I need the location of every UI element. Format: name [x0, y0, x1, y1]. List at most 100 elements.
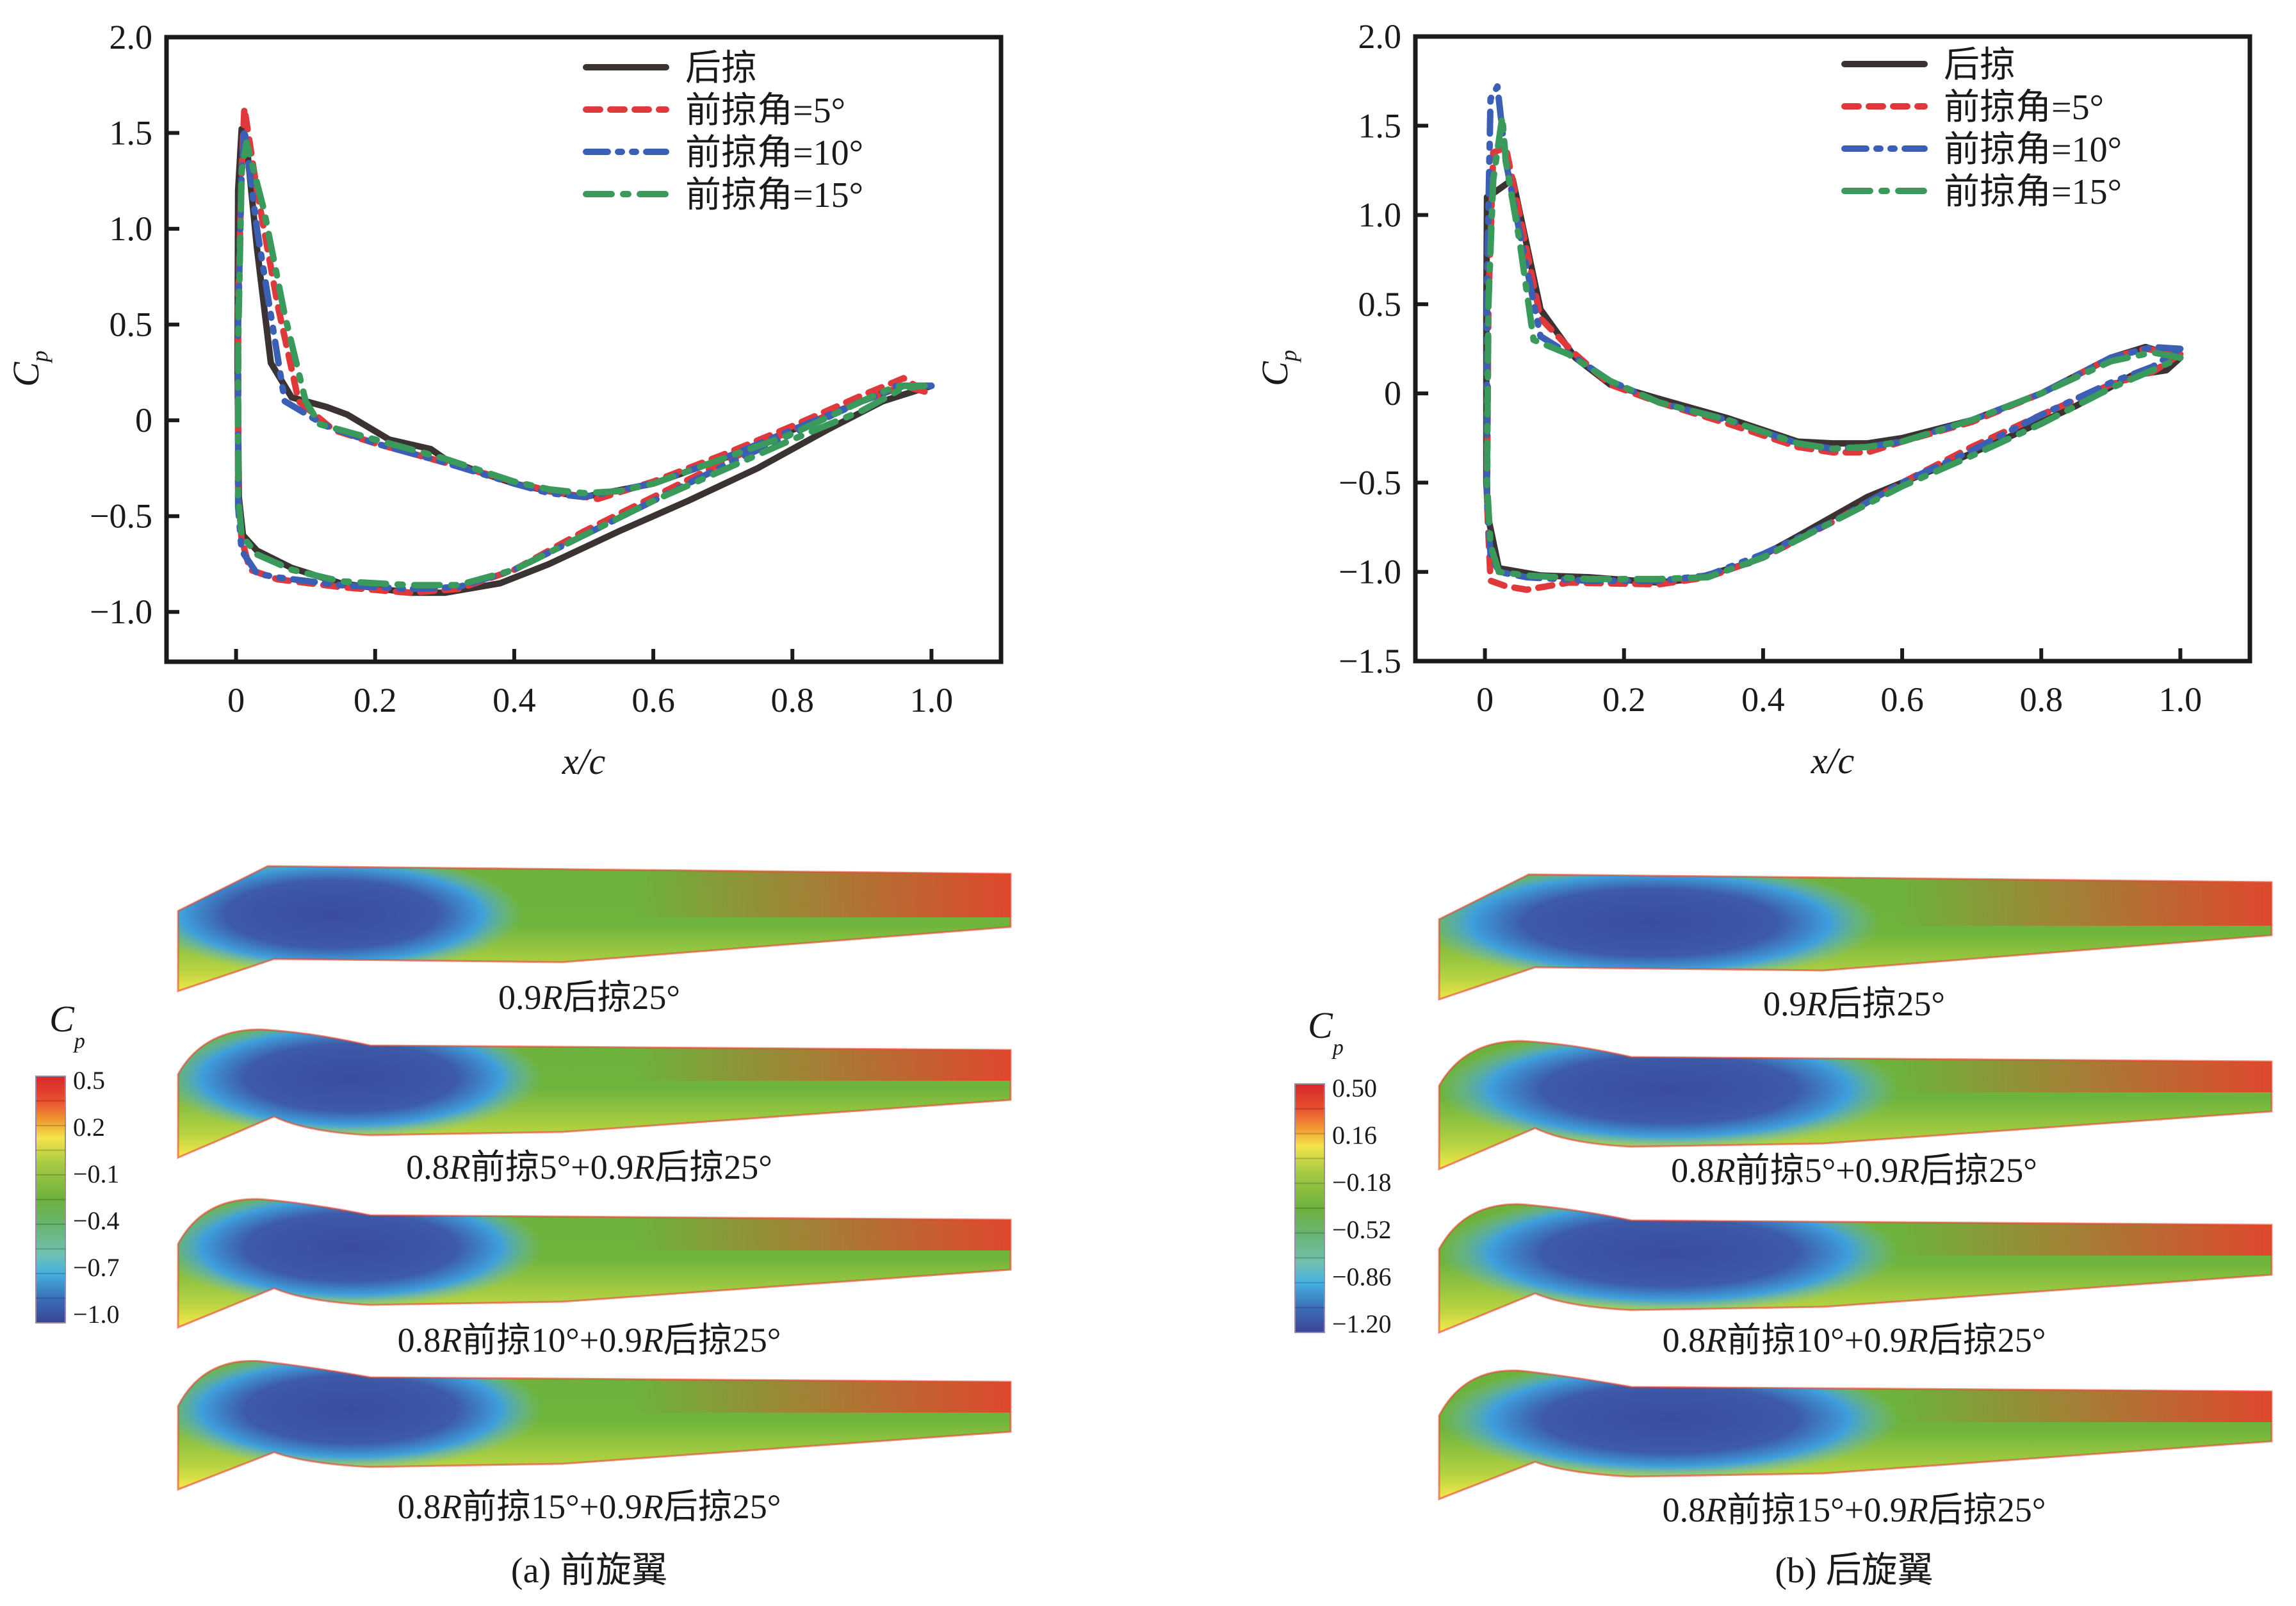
cp-chart-rear-rotor: 0 0.2 0.4 0.6 0.8 1.0 −1.5 −1.0 −0.5 0 0.5 1.0 1.5 2.… — [1254, 17, 2252, 782]
legend-label: 前掠角=10° — [1944, 130, 2122, 170]
x-tick-label: 0.8 — [771, 681, 815, 719]
y-axis-label: Cp — [1254, 350, 1301, 386]
series-layer — [234, 104, 935, 596]
low-pressure-region — [178, 1361, 543, 1470]
x-tick-label: 1.0 — [910, 681, 954, 719]
wing-caption: 0.8R前掠5°+0.9R后掠25° — [1671, 1151, 2037, 1190]
low-pressure-region — [178, 1199, 543, 1308]
y-tick-label: 0.5 — [110, 306, 153, 344]
x-tick-label: 1.0 — [2159, 680, 2202, 719]
legend-label: 后掠 — [1944, 45, 2015, 85]
wing-caption: 0.9R后掠25° — [1763, 985, 1945, 1023]
y-axis-label-sub: p — [1276, 350, 1301, 363]
y-tick-label: 1.0 — [1358, 196, 1402, 234]
wing-outline — [1438, 1203, 2273, 1334]
wing-caption: 0.8R前掠5°+0.9R后掠25° — [406, 1148, 772, 1186]
series-layer — [1483, 83, 2184, 593]
wing-caption: 0.8R前掠10°+0.9R后掠25° — [398, 1321, 781, 1359]
colorbar-title: Cp — [49, 998, 85, 1053]
wing-contour — [177, 865, 1012, 993]
y-tick-label: 2.0 — [110, 18, 153, 56]
legend-label: 后掠 — [685, 49, 757, 88]
y-axis-label-main: C — [1254, 361, 1296, 386]
legend-label: 前掠角=10° — [685, 133, 863, 173]
x-axis-label: x/c — [562, 741, 606, 782]
colorbar-title-sub: p — [73, 1029, 85, 1053]
wing-outline — [177, 1028, 1012, 1159]
wing-outline — [1438, 1369, 2273, 1501]
low-pressure-region — [1439, 874, 1881, 983]
colorbar-tick-label: −0.4 — [73, 1206, 120, 1235]
colorbar: 0.50 0.16 −0.18 −0.52 −0.86 −1.20 Cp — [1294, 1004, 1392, 1338]
wing-caption: 0.9R后掠25° — [498, 978, 680, 1017]
contour-panel-front-rotor: 0.5 0.2 −0.1 −0.4 −0.7 −1.0 Cp 0.9R后掠25° 0.8R前掠5… — [35, 865, 1012, 1591]
plot-frame — [1413, 34, 2252, 664]
panel-caption: (b) 后旋翼 — [1775, 1551, 1933, 1591]
wing-caption: 0.8R前掠15°+0.9R后掠25° — [398, 1487, 781, 1526]
low-pressure-region — [1439, 1040, 1900, 1150]
plot-frame — [164, 35, 1004, 664]
colorbar-gradient — [1294, 1083, 1325, 1333]
y-tick-label: 0 — [1384, 374, 1401, 413]
x-tick-label: 0.8 — [2020, 680, 2064, 719]
y-tick-label: −1.5 — [1339, 642, 1401, 680]
x-tick-label: 0 — [227, 681, 245, 719]
y-tick-label: 1.5 — [1358, 106, 1402, 145]
low-pressure-region — [1439, 1370, 1900, 1480]
low-pressure-region — [1439, 1204, 1900, 1313]
colorbar-tick-label: −0.18 — [1332, 1168, 1392, 1197]
panel-caption: (a) 前旋翼 — [511, 1551, 667, 1591]
legend-label: 前掠角=5° — [685, 91, 845, 131]
colorbar-tick-label: −0.86 — [1332, 1262, 1392, 1291]
colorbar-tick-label: 0.5 — [73, 1066, 105, 1095]
colorbar-tick-label: −0.7 — [73, 1253, 120, 1282]
x-tick-label: 0.6 — [631, 681, 675, 719]
y-tick-label: −0.5 — [1339, 463, 1401, 502]
x-tick-label: 0.4 — [493, 681, 536, 719]
contour-panel-rear-rotor: 0.50 0.16 −0.18 −0.52 −0.86 −1.20 Cp 0.9R后掠25° 0… — [1294, 873, 2273, 1591]
wing-outline — [1438, 1040, 2273, 1171]
y-tick-label: −1.0 — [90, 593, 152, 631]
legend-label: 前掠角=5° — [1944, 88, 2104, 127]
colorbar-tick-label: −0.52 — [1332, 1215, 1392, 1244]
y-tick-label: 2.0 — [1358, 17, 1402, 56]
y-tick-label: −1.0 — [1339, 553, 1401, 591]
wing-outline — [177, 1198, 1012, 1329]
colorbar: 0.5 0.2 −0.1 −0.4 −0.7 −1.0 Cp — [35, 998, 120, 1329]
y-tick-label: 0.5 — [1358, 285, 1402, 324]
colorbar-tick-label: −0.1 — [73, 1159, 120, 1188]
colorbar-title-main: C — [49, 998, 75, 1040]
y-axis-label-sub: p — [27, 350, 53, 364]
x-tick-label: 0.2 — [1602, 680, 1646, 719]
x-axis-label: x/c — [1811, 740, 1855, 782]
low-pressure-region — [178, 1029, 543, 1138]
wing-outline — [1438, 873, 2273, 1001]
wing-outline — [177, 865, 1012, 993]
wing-caption: 0.8R前掠10°+0.9R后掠25° — [1663, 1321, 2046, 1359]
y-axis-label-main: C — [5, 361, 47, 387]
wing-caption: 0.8R前掠15°+0.9R后掠25° — [1663, 1491, 2046, 1529]
colorbar-title-sub: p — [1331, 1036, 1344, 1060]
colorbar-tick-label: −1.20 — [1332, 1309, 1392, 1338]
wing-outline — [177, 1359, 1012, 1491]
y-tick-label: −0.5 — [90, 497, 152, 536]
cp-chart-front-rotor: 0 0.2 0.4 0.6 0.8 1.0 −1.0 −0.5 0 0.5 1.0 1.5 2.0 x/… — [5, 18, 1004, 782]
colorbar-tick-label: 0.50 — [1332, 1074, 1377, 1102]
colorbar-tick-label: 0.16 — [1332, 1121, 1377, 1150]
y-axis-label: Cp — [5, 350, 53, 387]
colorbar-tick-label: −1.0 — [73, 1300, 120, 1329]
series-line — [234, 139, 928, 589]
y-tick-label: 1.0 — [110, 209, 153, 248]
colorbar-tick-label: 0.2 — [73, 1113, 105, 1142]
colorbar-gradient — [35, 1076, 66, 1323]
y-tick-label: 0 — [135, 401, 152, 439]
ticks-layer: 0 0.2 0.4 0.6 0.8 1.0 −1.0 −0.5 0 0.5 1.0 1.5 2.0 — [90, 18, 953, 719]
y-tick-label: 1.5 — [110, 114, 153, 152]
series-line — [1483, 113, 2184, 582]
x-tick-label: 0.4 — [1741, 680, 1785, 719]
colorbar-title-main: C — [1308, 1004, 1333, 1046]
x-tick-label: 0.6 — [1880, 680, 1924, 719]
x-tick-label: 0 — [1476, 680, 1494, 719]
